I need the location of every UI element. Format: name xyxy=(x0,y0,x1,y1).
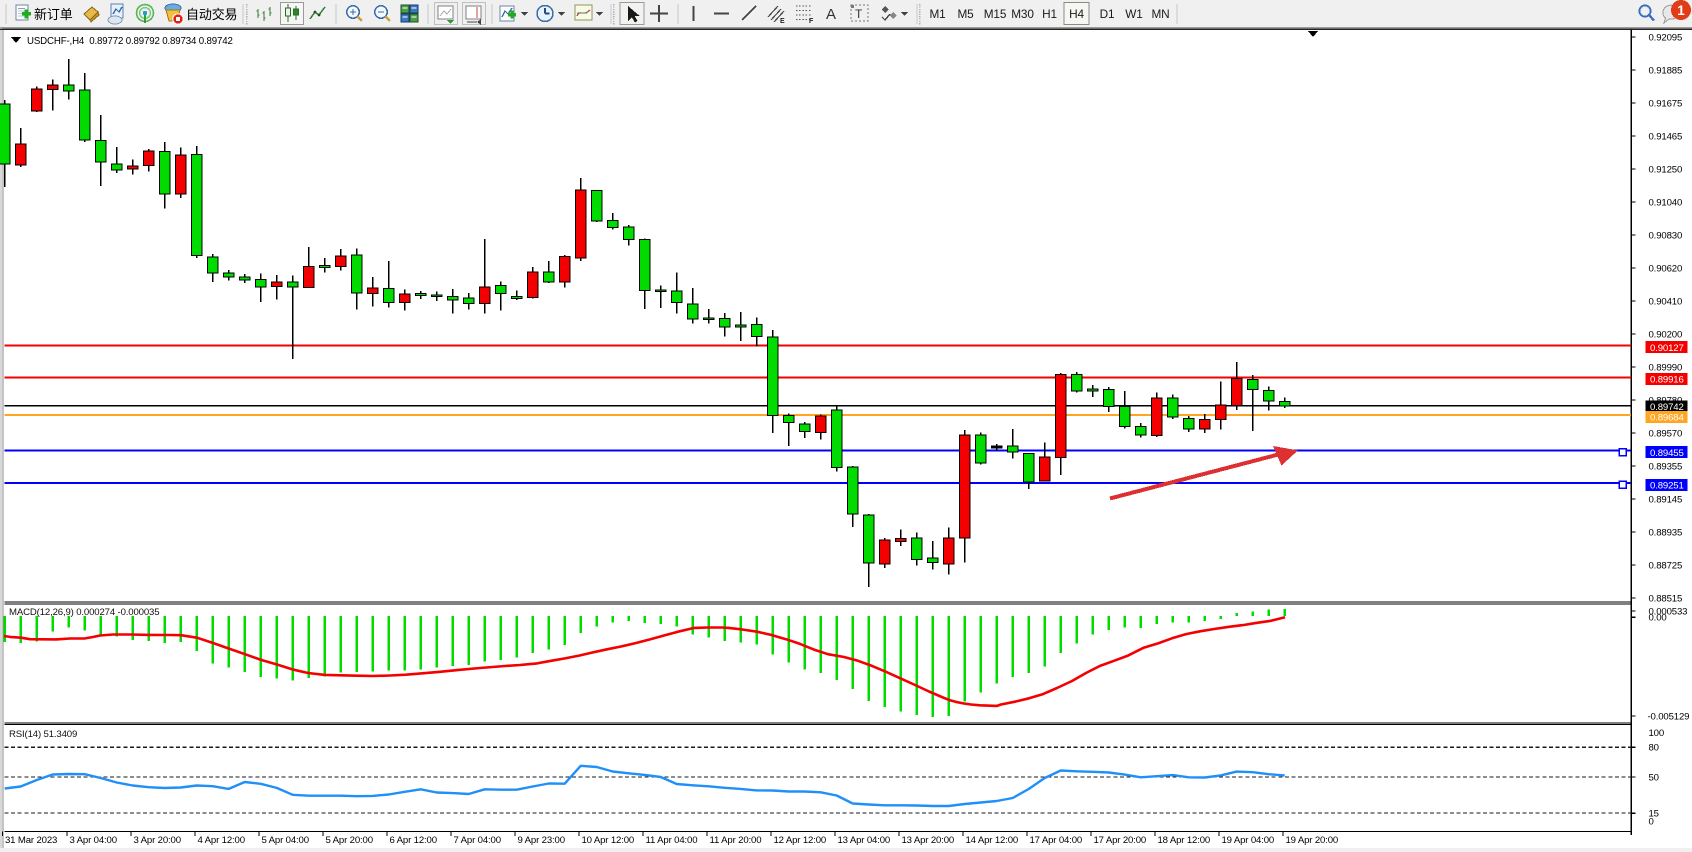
svg-text:17 Apr 04:00: 17 Apr 04:00 xyxy=(1030,835,1083,846)
svg-text:1: 1 xyxy=(1677,3,1685,18)
svg-text:13 Apr 20:00: 13 Apr 20:00 xyxy=(902,835,955,846)
svg-text:13 Apr 04:00: 13 Apr 04:00 xyxy=(838,835,891,846)
svg-text:M15: M15 xyxy=(984,7,1007,21)
svg-text:5 Apr 04:00: 5 Apr 04:00 xyxy=(262,835,309,846)
svg-text:3 Apr 20:00: 3 Apr 20:00 xyxy=(134,835,181,846)
svg-text:W1: W1 xyxy=(1125,7,1142,21)
svg-text:4 Apr 12:00: 4 Apr 12:00 xyxy=(198,835,245,846)
svg-text:M1: M1 xyxy=(929,7,945,21)
svg-text:新订单: 新订单 xyxy=(34,7,73,22)
svg-text:0.91885: 0.91885 xyxy=(1649,65,1683,76)
svg-text:17 Apr 20:00: 17 Apr 20:00 xyxy=(1094,835,1147,846)
svg-text:11 Apr 04:00: 11 Apr 04:00 xyxy=(646,835,698,846)
svg-text:0.91250: 0.91250 xyxy=(1649,164,1683,175)
svg-text:0.000533: 0.000533 xyxy=(1649,606,1688,617)
svg-text:80: 80 xyxy=(1649,743,1659,754)
svg-text:10 Apr 12:00: 10 Apr 12:00 xyxy=(582,835,635,846)
svg-text:9 Apr 23:00: 9 Apr 23:00 xyxy=(518,835,565,846)
svg-text:0.88725: 0.88725 xyxy=(1649,560,1683,571)
svg-text:H1: H1 xyxy=(1042,7,1057,21)
svg-text:0.89742: 0.89742 xyxy=(1650,402,1684,413)
svg-text:0.88515: 0.88515 xyxy=(1649,593,1683,604)
svg-text:14 Apr 12:00: 14 Apr 12:00 xyxy=(966,835,1019,846)
svg-text:自动交易: 自动交易 xyxy=(186,7,237,22)
svg-text:0.88935: 0.88935 xyxy=(1649,527,1683,538)
svg-text:E: E xyxy=(780,18,785,25)
svg-text:19 Apr 04:00: 19 Apr 04:00 xyxy=(1222,835,1275,846)
svg-text:0.90620: 0.90620 xyxy=(1649,263,1683,274)
svg-text:0.89355: 0.89355 xyxy=(1649,461,1683,472)
svg-text:0.91465: 0.91465 xyxy=(1649,131,1683,142)
svg-text:3 Apr 04:00: 3 Apr 04:00 xyxy=(70,835,117,846)
svg-text:0.90830: 0.90830 xyxy=(1649,230,1683,241)
svg-text:50: 50 xyxy=(1649,772,1659,783)
svg-text:0.90127: 0.90127 xyxy=(1650,343,1684,354)
svg-text:-0.005129: -0.005129 xyxy=(1648,712,1690,723)
svg-text:0.89251: 0.89251 xyxy=(1650,480,1684,491)
svg-text:0.92095: 0.92095 xyxy=(1649,32,1683,43)
svg-text:T: T xyxy=(855,7,863,21)
svg-text:0.89990: 0.89990 xyxy=(1649,362,1683,373)
svg-text:0.91675: 0.91675 xyxy=(1649,98,1683,109)
svg-text:0.00: 0.00 xyxy=(1649,613,1667,624)
svg-text:A: A xyxy=(826,6,836,23)
svg-text:F: F xyxy=(809,18,814,25)
svg-text:31 Mar 2023: 31 Mar 2023 xyxy=(5,835,57,846)
svg-text:15: 15 xyxy=(1649,809,1659,820)
svg-text:H4: H4 xyxy=(1069,7,1084,21)
svg-text:19 Apr 20:00: 19 Apr 20:00 xyxy=(1286,835,1339,846)
svg-text:0: 0 xyxy=(1649,816,1654,827)
svg-text:18 Apr 12:00: 18 Apr 12:00 xyxy=(1158,835,1211,846)
svg-text:M5: M5 xyxy=(957,7,974,21)
svg-text:MACD(12,26,9) 0.000274 -0.0000: MACD(12,26,9) 0.000274 -0.000035 xyxy=(9,607,159,618)
svg-text:0.89916: 0.89916 xyxy=(1650,375,1684,386)
svg-text:D1: D1 xyxy=(1100,7,1115,21)
svg-text:0.89570: 0.89570 xyxy=(1649,428,1683,439)
svg-text:MN: MN xyxy=(1151,7,1169,21)
svg-text:0.91040: 0.91040 xyxy=(1649,197,1683,208)
svg-text:100: 100 xyxy=(1649,728,1665,739)
svg-text:0.90200: 0.90200 xyxy=(1649,329,1683,340)
svg-text:5 Apr 20:00: 5 Apr 20:00 xyxy=(326,835,373,846)
svg-text:11 Apr 20:00: 11 Apr 20:00 xyxy=(710,835,762,846)
svg-text:6 Apr 12:00: 6 Apr 12:00 xyxy=(390,835,437,846)
svg-text:M30: M30 xyxy=(1011,7,1034,21)
svg-text:USDCHF-,H4 0.89772 0.89792 0.: USDCHF-,H4 0.89772 0.89792 0.89734 0.897… xyxy=(27,36,233,47)
svg-text:12 Apr 12:00: 12 Apr 12:00 xyxy=(774,835,827,846)
svg-text:7 Apr 04:00: 7 Apr 04:00 xyxy=(454,835,501,846)
svg-text:0.89455: 0.89455 xyxy=(1650,448,1684,459)
svg-text:0.89684: 0.89684 xyxy=(1650,412,1684,423)
svg-text:RSI(14) 51.3409: RSI(14) 51.3409 xyxy=(9,729,77,740)
svg-text:0.89145: 0.89145 xyxy=(1649,494,1683,505)
svg-text:0.90410: 0.90410 xyxy=(1649,296,1683,307)
